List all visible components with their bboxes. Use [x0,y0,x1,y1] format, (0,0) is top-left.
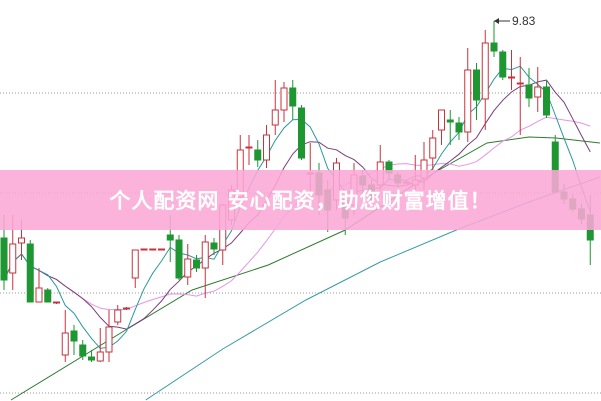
candle-down [44,289,52,303]
candle-up [18,237,25,244]
candle-down [490,42,498,52]
ad-banner[interactable]: 个人配资网 安心配资，助您财富增值！ [0,170,601,230]
candle-down [166,234,174,241]
candle-up [464,69,472,133]
candle-down [0,237,8,281]
candle-up [123,307,130,310]
candle-up [201,241,209,269]
candle-up [534,86,542,98]
candle-down [455,122,463,133]
candle-up [35,287,43,303]
candle-down [446,119,454,123]
candle-down [175,239,183,279]
candle-up [140,248,148,251]
ad-banner-text: 个人配资网 安心配资，助您财富增值！ [109,189,492,213]
candle-down [289,87,297,107]
candle-up [245,146,253,149]
candle-down [543,86,550,116]
candle-down [473,69,480,101]
candle-up [149,248,157,251]
ma10-line [3,79,591,330]
ma5-line [3,65,591,349]
candle-up [105,326,113,353]
candle-down [79,344,87,357]
candle-up [263,134,270,161]
max-price-label: 9.83 [512,14,536,28]
candle-up [9,243,17,274]
candle-down [193,259,200,269]
candle-down [525,84,533,99]
candle-up [438,109,445,131]
candle-up [481,42,489,100]
candle-up [158,248,165,251]
candle-up [53,301,60,304]
candle-down [298,107,305,159]
candle-up [61,332,69,356]
candle-down [26,243,34,303]
candle-up [429,137,437,159]
candle-down [70,330,78,342]
candle-down [88,356,95,361]
candle-up [271,109,279,126]
candle-down [210,242,218,250]
candle-up [516,82,524,85]
max-arrow-head [494,18,499,24]
candle-up [114,309,122,323]
candle-up [280,87,288,111]
candle-up [508,76,515,79]
candle-up [131,249,139,279]
candle-up [96,351,104,362]
candle-down [499,51,507,78]
candle-up [184,258,192,278]
candle-down [254,149,262,161]
